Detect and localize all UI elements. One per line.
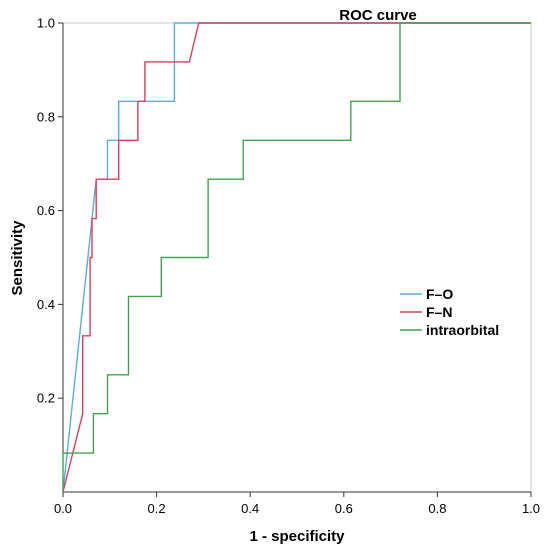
legend-label-intraorbital: intraorbital [426, 322, 499, 338]
x-axis-title: 1 - specificity [249, 528, 345, 545]
x-tick-label: 0.8 [428, 501, 446, 516]
legend-label-f-n: F–N [426, 304, 452, 320]
series-layer [62, 22, 531, 493]
y-axis-title: Sensitivity [9, 220, 26, 296]
series-line-intraorbital [62, 22, 531, 492]
series-line-f-n [62, 22, 531, 493]
x-tick-label: 1.0 [522, 501, 540, 516]
x-tick-label: 0.2 [148, 501, 166, 516]
y-tick-label: 0.2 [37, 391, 55, 406]
series-line-f-o [62, 22, 531, 493]
legend: F–O F–N intraorbital [400, 286, 499, 338]
legend-label-f-o: F–O [426, 286, 453, 302]
plot-axes: 0.0 0.2 0.4 0.6 0.8 1.0 0.2 0.4 0.6 0.8 1.0 [37, 16, 540, 517]
plot-frame [62, 22, 532, 493]
x-tick-label: 0.6 [335, 501, 353, 516]
chart-title: ROC curve [339, 7, 417, 24]
y-tick-label: 0.6 [37, 203, 55, 218]
x-tick-label: 0.4 [241, 501, 259, 516]
y-tick-label: 1.0 [37, 16, 55, 31]
x-tick-label: 0.0 [54, 501, 72, 516]
y-tick-label: 0.8 [37, 109, 55, 124]
y-tick-label: 0.4 [37, 297, 55, 312]
